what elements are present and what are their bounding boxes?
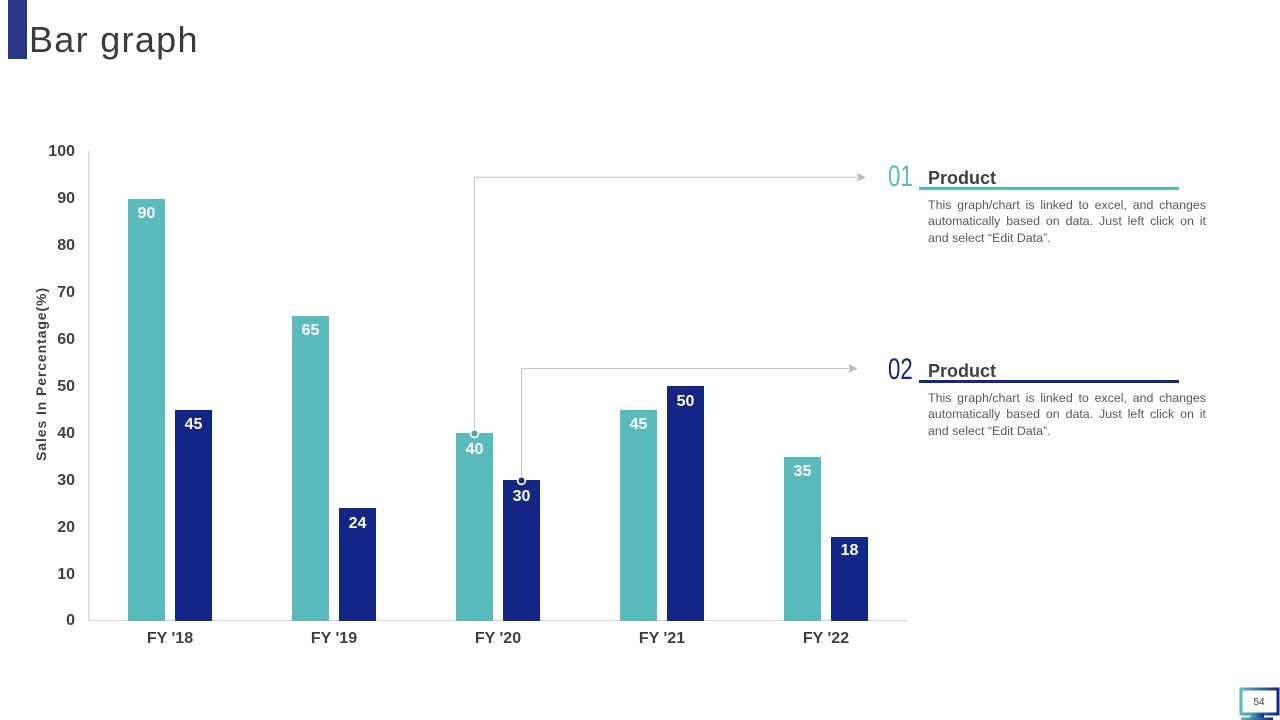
svg-text:54: 54: [1253, 697, 1265, 708]
